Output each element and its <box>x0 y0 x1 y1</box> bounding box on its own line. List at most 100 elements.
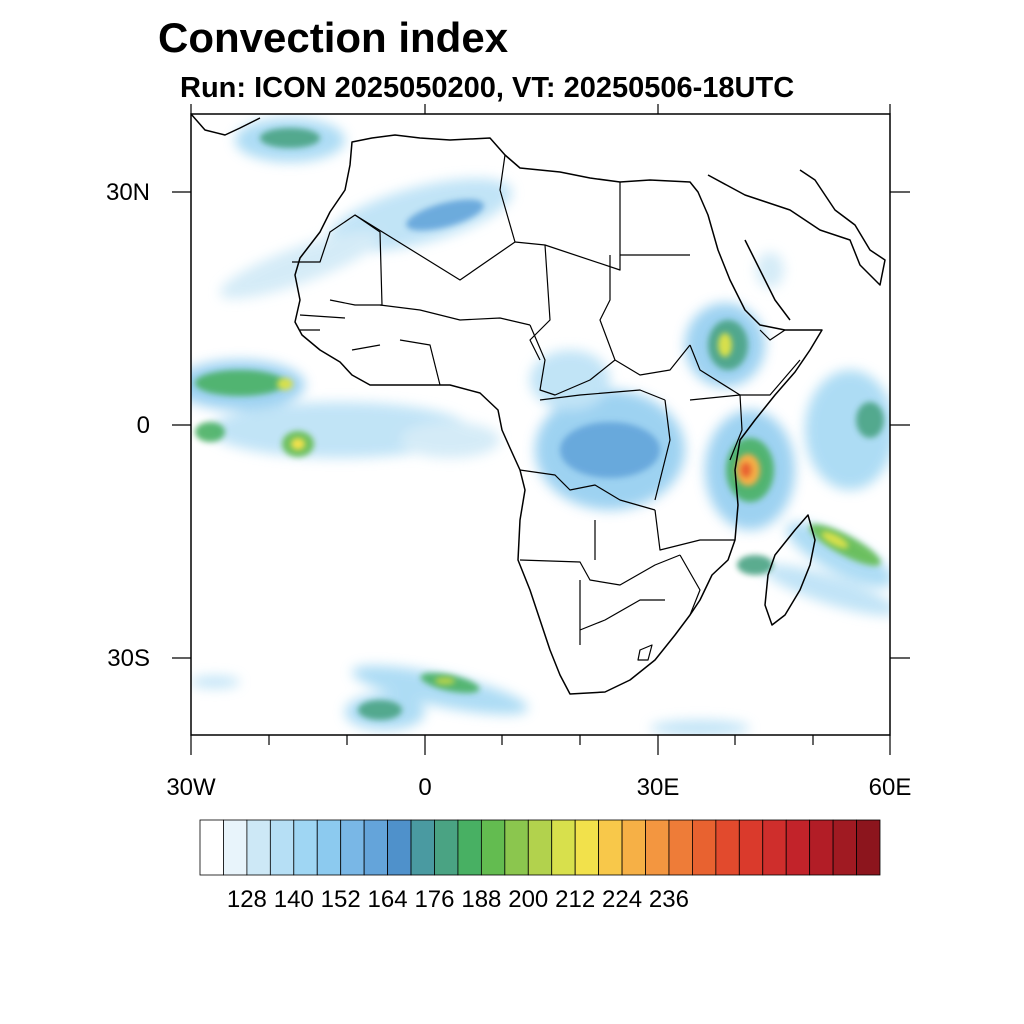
region-arabia <box>756 252 784 288</box>
border-lesotho <box>637 644 653 661</box>
colorbar-swatch <box>832 819 857 876</box>
colorbar-swatch <box>504 819 529 876</box>
colorbar-label: 128 <box>226 886 267 913</box>
border-zambia <box>594 509 735 560</box>
colorbar-swatch <box>692 819 717 876</box>
colorbar <box>199 819 881 876</box>
colorbar-swatch <box>293 819 318 876</box>
colorbar-label: 164 <box>367 886 408 913</box>
colorbar-swatch <box>387 819 412 876</box>
colorbar-swatch <box>856 819 881 876</box>
lon-label-30e: 30E <box>636 774 680 801</box>
colorbar-swatch <box>223 819 248 876</box>
colorbar-label: 236 <box>648 886 689 913</box>
convection-field <box>191 114 890 735</box>
border-drc-south <box>519 469 656 511</box>
colorbar-label: 188 <box>461 886 502 913</box>
chart-title: Convection index <box>158 14 509 61</box>
cell-atlantic-itcz <box>195 370 285 396</box>
border-central-africa <box>529 324 616 396</box>
colorbar-swatch <box>410 819 435 876</box>
region-sw-atlantic <box>191 676 240 688</box>
axis-ticks <box>172 104 910 755</box>
colorbar-swatch <box>715 819 740 876</box>
colorbar-swatch <box>457 819 482 876</box>
cell-congo <box>560 422 660 478</box>
colorbar-swatch <box>246 819 271 876</box>
colorbar-swatch <box>199 819 224 876</box>
colorbar-swatch <box>621 819 646 876</box>
lat-label-30n: 30N <box>105 179 150 206</box>
chart-subtitle: Run: ICON 2025050200, VT: 20250506-18UTC <box>180 72 795 104</box>
core-eq-atlantic <box>291 438 305 450</box>
colorbar-swatch <box>785 819 811 876</box>
colorbar-label: 212 <box>555 886 596 913</box>
colorbar-swatch <box>340 819 365 876</box>
iberia-coastline <box>191 114 261 136</box>
border-drc-east <box>654 399 671 501</box>
region-west-sahara-band <box>219 231 381 299</box>
colorbar-swatch <box>480 819 506 876</box>
cell-south-atlantic-west <box>358 700 402 720</box>
region-west-central-africa <box>530 350 610 410</box>
border-west-africa <box>399 339 441 386</box>
region-indian-ocean <box>805 370 890 490</box>
core-east-africa-peak <box>740 462 752 478</box>
region-south-atlantic-front <box>351 665 529 715</box>
cell-gulf-guinea <box>195 422 225 442</box>
border-ethiopia <box>689 344 801 396</box>
colorbar-swatch <box>645 819 670 876</box>
border-libya <box>514 182 621 271</box>
lon-label-0: 0 <box>418 774 432 801</box>
colorbar-swatch <box>434 819 459 876</box>
colorbar-swatch <box>668 819 693 876</box>
colorbar-label: 200 <box>508 886 549 913</box>
arabian-peninsula-coastline <box>707 169 886 286</box>
border-west-sahara <box>299 314 381 351</box>
country-borders <box>292 154 801 661</box>
coastlines <box>191 114 886 695</box>
colorbar-swatch <box>527 819 553 876</box>
colorbar-label: 140 <box>273 886 314 913</box>
lon-label-30w: 30W <box>166 774 216 801</box>
region-mozambique-band <box>786 522 890 588</box>
border-mauritania <box>292 214 383 306</box>
region-madagascar-east <box>763 564 890 616</box>
colorbar-label: 224 <box>602 886 643 913</box>
colorbar-swatch <box>316 819 342 876</box>
region-gulf-guinea <box>400 422 500 458</box>
madagascar-coastline <box>764 514 816 626</box>
core-south-atlantic <box>435 677 455 685</box>
region-southern-ocean <box>650 720 750 735</box>
cell-mozambique-coast <box>737 555 773 575</box>
colorbar-label: 152 <box>320 886 361 913</box>
colorbar-swatch <box>269 819 295 876</box>
border-angola <box>519 554 681 586</box>
cell-nw-africa <box>406 199 484 231</box>
red-sea-coast <box>744 239 791 321</box>
colorbar-swatch <box>762 819 787 876</box>
colorbar-swatch <box>809 819 834 876</box>
border-sahel-band <box>379 304 531 326</box>
border-drc-north <box>539 389 666 401</box>
border-east-africa <box>689 394 743 461</box>
core-ethiopia <box>718 333 732 357</box>
lon-label-60e: 60E <box>868 774 912 801</box>
lat-label-30s: 30S <box>107 645 150 672</box>
africa-coastline <box>294 134 823 695</box>
border-namibia <box>579 580 665 645</box>
colorbar-swatch <box>598 819 623 876</box>
core-mozambique-band <box>821 531 849 549</box>
convection-intense-cores <box>277 333 849 685</box>
border-chad <box>529 244 551 361</box>
cell-nw-atlantic <box>260 128 320 148</box>
cell-indian-ocean <box>856 402 884 438</box>
colorbar-label: 176 <box>414 886 455 913</box>
colorbar-swatch <box>551 819 576 876</box>
border-horn-of-africa <box>759 329 786 341</box>
colorbar-swatch <box>363 819 388 876</box>
core-atlantic-itcz <box>277 378 293 390</box>
lat-label-0: 0 <box>136 412 150 439</box>
colorbar-swatch <box>738 819 764 876</box>
